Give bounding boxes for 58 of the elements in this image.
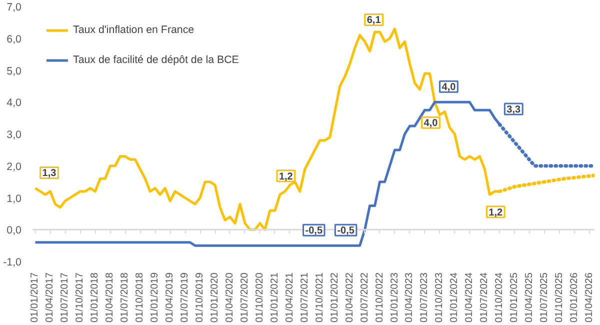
legend-label: Taux d'inflation en France bbox=[73, 24, 194, 36]
data-label: -0,5 bbox=[337, 226, 355, 237]
x-tick-label: 01/10/2021 bbox=[314, 272, 326, 323]
x-tick-label: 01/07/2020 bbox=[239, 272, 250, 323]
x-tick-label: 01/07/2023 bbox=[419, 272, 430, 323]
y-tick-label: 1,0 bbox=[6, 192, 22, 205]
x-tick-label: 01/04/2018 bbox=[104, 272, 116, 323]
y-tick-label: 3,0 bbox=[6, 129, 22, 141]
y-tick-label: 7,0 bbox=[6, 2, 22, 14]
y-tick-label: 5,0 bbox=[6, 65, 22, 78]
data-label: 6,1 bbox=[366, 15, 382, 26]
x-tick-label: 01/10/2025 bbox=[554, 272, 566, 323]
x-tick-label: 01/10/2018 bbox=[134, 272, 146, 323]
x-tick-label: 01/10/2017 bbox=[74, 272, 86, 323]
x-tick-label: 01/04/2021 bbox=[284, 272, 296, 323]
x-tick-label: 01/10/2019 bbox=[194, 272, 206, 323]
x-tick-label: 01/04/2024 bbox=[464, 272, 476, 323]
x-tick-label: 01/01/2018 bbox=[90, 272, 101, 323]
x-tick-label: 01/10/2024 bbox=[494, 272, 506, 323]
x-tick-label: 01/07/2024 bbox=[479, 272, 490, 323]
y-tick-label: 2,0 bbox=[6, 160, 22, 173]
data-label: 3,3 bbox=[506, 104, 522, 116]
x-tick-label: 01/07/2019 bbox=[180, 272, 191, 323]
x-tick-label: 01/04/2026 bbox=[584, 272, 596, 323]
x-tick-label: 01/04/2017 bbox=[44, 272, 56, 323]
x-tick-label: 01/04/2023 bbox=[404, 272, 416, 323]
y-tick-label: -1,0 bbox=[3, 256, 22, 268]
x-tick-label: 01/01/2025 bbox=[509, 272, 520, 323]
y-tick-label: 4,0 bbox=[6, 97, 22, 110]
x-tick-label: 01/07/2022 bbox=[359, 272, 370, 323]
data-label: 1,3 bbox=[42, 168, 57, 180]
data-label: 4,0 bbox=[442, 82, 456, 94]
y-tick-label: 6,0 bbox=[6, 33, 22, 46]
data-label: -0,5 bbox=[305, 226, 323, 237]
legend-label: Taux de facilité de dépôt de la BCE bbox=[73, 54, 239, 66]
x-tick-label: 01/07/2021 bbox=[299, 272, 310, 323]
y-tick-label: 0,0 bbox=[6, 224, 22, 237]
data-label: 1,2 bbox=[488, 207, 504, 218]
x-tick-label: 01/01/2021 bbox=[269, 272, 280, 323]
x-tick-label: 01/10/2023 bbox=[434, 272, 446, 323]
x-tick-label: 01/10/2020 bbox=[254, 272, 266, 323]
x-tick-label: 01/04/2020 bbox=[224, 272, 236, 323]
x-tick-label: 01/01/2023 bbox=[389, 272, 400, 323]
x-tick-label: 01/01/2017 bbox=[30, 272, 41, 323]
x-tick-label: 01/01/2026 bbox=[569, 272, 580, 323]
data-label: 4,0 bbox=[424, 118, 438, 130]
x-tick-label: 01/04/2019 bbox=[164, 272, 176, 323]
x-tick-label: 01/01/2020 bbox=[210, 272, 220, 323]
x-tick-label: 01/04/2022 bbox=[344, 272, 356, 323]
x-tick-label: 01/01/2019 bbox=[150, 272, 161, 323]
x-tick-label: 01/07/2025 bbox=[539, 272, 550, 323]
data-label: 1,2 bbox=[278, 171, 294, 182]
x-tick-label: 01/01/2022 bbox=[329, 272, 340, 323]
x-tick-label: 01/10/2022 bbox=[374, 272, 386, 323]
x-tick-label: 01/07/2018 bbox=[120, 272, 131, 323]
x-tick-label: 01/01/2024 bbox=[449, 272, 460, 323]
x-tick-label: 01/04/2025 bbox=[524, 272, 536, 323]
x-tick-label: 01/07/2017 bbox=[60, 272, 71, 323]
